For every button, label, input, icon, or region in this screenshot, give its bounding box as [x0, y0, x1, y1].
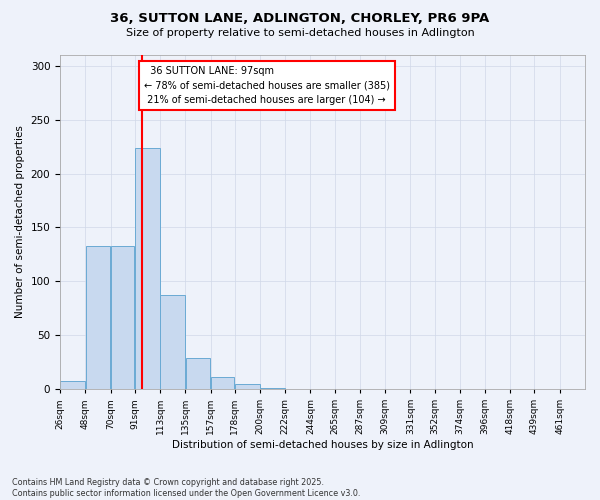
Bar: [61, 382, 85, 389]
Bar: [135, 148, 160, 389]
Text: 36, SUTTON LANE, ADLINGTON, CHORLEY, PR6 9PA: 36, SUTTON LANE, ADLINGTON, CHORLEY, PR6…: [110, 12, 490, 26]
X-axis label: Distribution of semi-detached houses by size in Adlington: Distribution of semi-detached houses by …: [172, 440, 473, 450]
Bar: [260, 388, 285, 389]
Bar: [211, 377, 234, 389]
Y-axis label: Number of semi-detached properties: Number of semi-detached properties: [15, 126, 25, 318]
Text: Contains HM Land Registry data © Crown copyright and database right 2025.
Contai: Contains HM Land Registry data © Crown c…: [12, 478, 361, 498]
Bar: [86, 246, 110, 389]
Text: 36 SUTTON LANE: 97sqm
← 78% of semi-detached houses are smaller (385)
 21% of se: 36 SUTTON LANE: 97sqm ← 78% of semi-deta…: [144, 66, 390, 106]
Bar: [111, 246, 134, 389]
Text: Size of property relative to semi-detached houses in Adlington: Size of property relative to semi-detach…: [125, 28, 475, 38]
Bar: [235, 384, 260, 389]
Bar: [185, 358, 210, 389]
Bar: [160, 296, 185, 389]
